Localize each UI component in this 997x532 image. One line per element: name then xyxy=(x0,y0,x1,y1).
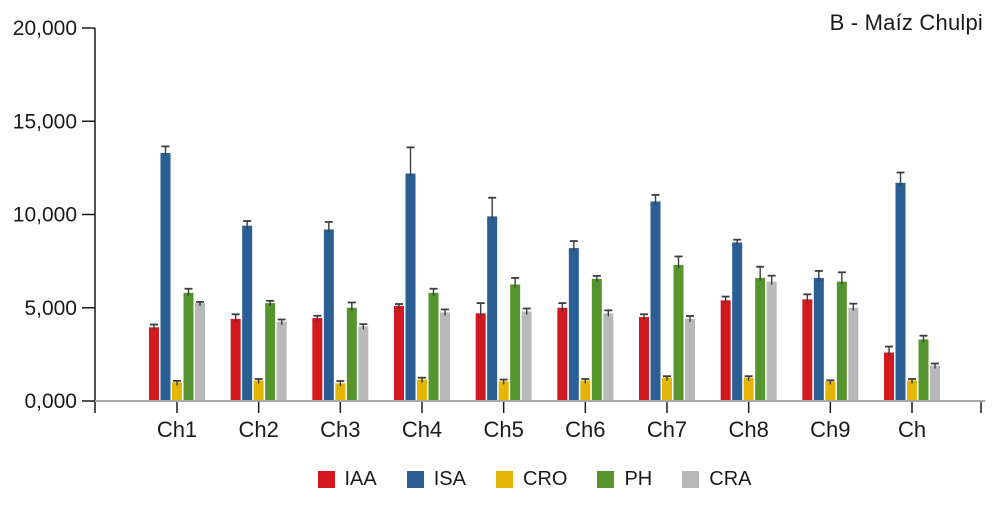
bar-CRA-Ch8 xyxy=(766,281,777,401)
bar-CRO-Ch1 xyxy=(172,382,182,401)
x-tick-label: Ch xyxy=(898,417,926,442)
bar-CRA-Ch3 xyxy=(358,326,369,401)
bar-PH-Ch xyxy=(918,339,929,401)
bar-PH-Ch2 xyxy=(265,303,276,401)
bar-PH-Ch9 xyxy=(836,281,847,401)
bar-IAA-Ch2 xyxy=(230,318,241,401)
x-tick-label: Ch2 xyxy=(238,417,278,442)
bar-CRA-Ch1 xyxy=(195,303,205,401)
bar-IAA-Ch xyxy=(884,352,894,401)
x-tick-label: Ch6 xyxy=(565,417,605,442)
chart-title: B - Maíz Chulpi xyxy=(829,10,983,35)
bar-CRA-Ch6 xyxy=(603,313,614,401)
bar-ISA-Ch2 xyxy=(242,225,253,401)
bar-IAA-Ch9 xyxy=(802,299,813,401)
legend: IAA ISA CRO PH CRA xyxy=(36,468,997,491)
bar-ISA-Ch9 xyxy=(813,277,824,401)
bar-CRA-Ch7 xyxy=(685,318,695,401)
bar-PH-Ch8 xyxy=(755,277,766,401)
bar-ISA-Ch1 xyxy=(160,152,171,401)
bar-IAA-Ch4 xyxy=(394,305,404,401)
bar-CRO-Ch5 xyxy=(498,381,509,401)
legend-label-CRO: CRO xyxy=(523,468,568,490)
bar-IAA-Ch5 xyxy=(475,313,486,401)
legend-label-PH: PH xyxy=(624,468,653,490)
bar-PH-Ch7 xyxy=(673,264,684,401)
legend-item-IAA: IAA xyxy=(317,468,377,491)
bar-PH-Ch4 xyxy=(428,292,439,401)
bar-CRA-Ch xyxy=(930,365,940,401)
x-tick-label: Ch3 xyxy=(320,417,360,442)
y-tick-label: 5,000 xyxy=(24,297,77,320)
legend-swatch-PH xyxy=(597,471,615,488)
legend-swatch-IAA xyxy=(317,471,335,488)
bar-ISA-Ch3 xyxy=(323,229,334,401)
bar-ISA-Ch6 xyxy=(568,248,579,401)
bar-PH-Ch6 xyxy=(591,278,602,401)
y-tick-label: 15,000 xyxy=(13,110,77,133)
x-tick-label: Ch4 xyxy=(402,417,442,442)
x-tick-label: Ch8 xyxy=(728,417,768,442)
bar-CRO-Ch6 xyxy=(580,380,591,401)
legend-swatch-CRA xyxy=(682,471,700,488)
legend-label-ISA: ISA xyxy=(433,468,466,490)
legend-item-CRO: CRO xyxy=(496,468,567,491)
bar-ISA-Ch4 xyxy=(405,173,416,401)
bar-ISA-Ch xyxy=(895,182,906,401)
bar-IAA-Ch3 xyxy=(312,318,323,401)
bar-CRO-Ch3 xyxy=(335,383,346,401)
bar-CRA-Ch9 xyxy=(848,307,859,401)
bar-CRA-Ch5 xyxy=(521,311,532,401)
legend-item-ISA: ISA xyxy=(406,468,466,491)
bar-IAA-Ch6 xyxy=(557,307,568,401)
bar-PH-Ch3 xyxy=(346,307,357,401)
bar-CRA-Ch4 xyxy=(440,312,450,401)
legend-swatch-CRO xyxy=(496,471,513,488)
x-tick-label: Ch1 xyxy=(157,417,197,442)
legend-label-IAA: IAA xyxy=(344,468,377,490)
bar-PH-Ch5 xyxy=(510,284,521,401)
bar-ISA-Ch5 xyxy=(487,216,498,401)
legend-item-PH: PH xyxy=(597,468,652,491)
y-tick-label: 0,000 xyxy=(24,390,77,413)
y-tick-label: 10,000 xyxy=(13,204,77,227)
legend-item-CRA: CRA xyxy=(682,468,751,491)
x-tick-label: Ch5 xyxy=(483,417,523,442)
bar-IAA-Ch1 xyxy=(149,327,159,401)
bar-CRO-Ch8 xyxy=(743,377,754,401)
bar-CRO-Ch xyxy=(907,380,917,401)
bar-IAA-Ch7 xyxy=(639,317,649,401)
bar-ISA-Ch7 xyxy=(650,201,661,401)
bar-PH-Ch1 xyxy=(183,292,194,401)
bar-CRO-Ch2 xyxy=(253,380,264,401)
y-tick-label: 20,000 xyxy=(13,17,77,40)
bar-CRO-Ch9 xyxy=(825,381,836,401)
x-tick-label: Ch7 xyxy=(647,417,687,442)
x-tick-label: Ch9 xyxy=(810,417,850,442)
legend-label-CRA: CRA xyxy=(709,468,752,490)
legend-swatch-ISA xyxy=(406,471,424,488)
bar-CRO-Ch7 xyxy=(662,377,672,401)
bar-CRA-Ch2 xyxy=(276,321,287,401)
bar-CRO-Ch4 xyxy=(417,379,427,401)
bar-IAA-Ch8 xyxy=(720,300,731,401)
bar-ISA-Ch8 xyxy=(732,242,743,401)
